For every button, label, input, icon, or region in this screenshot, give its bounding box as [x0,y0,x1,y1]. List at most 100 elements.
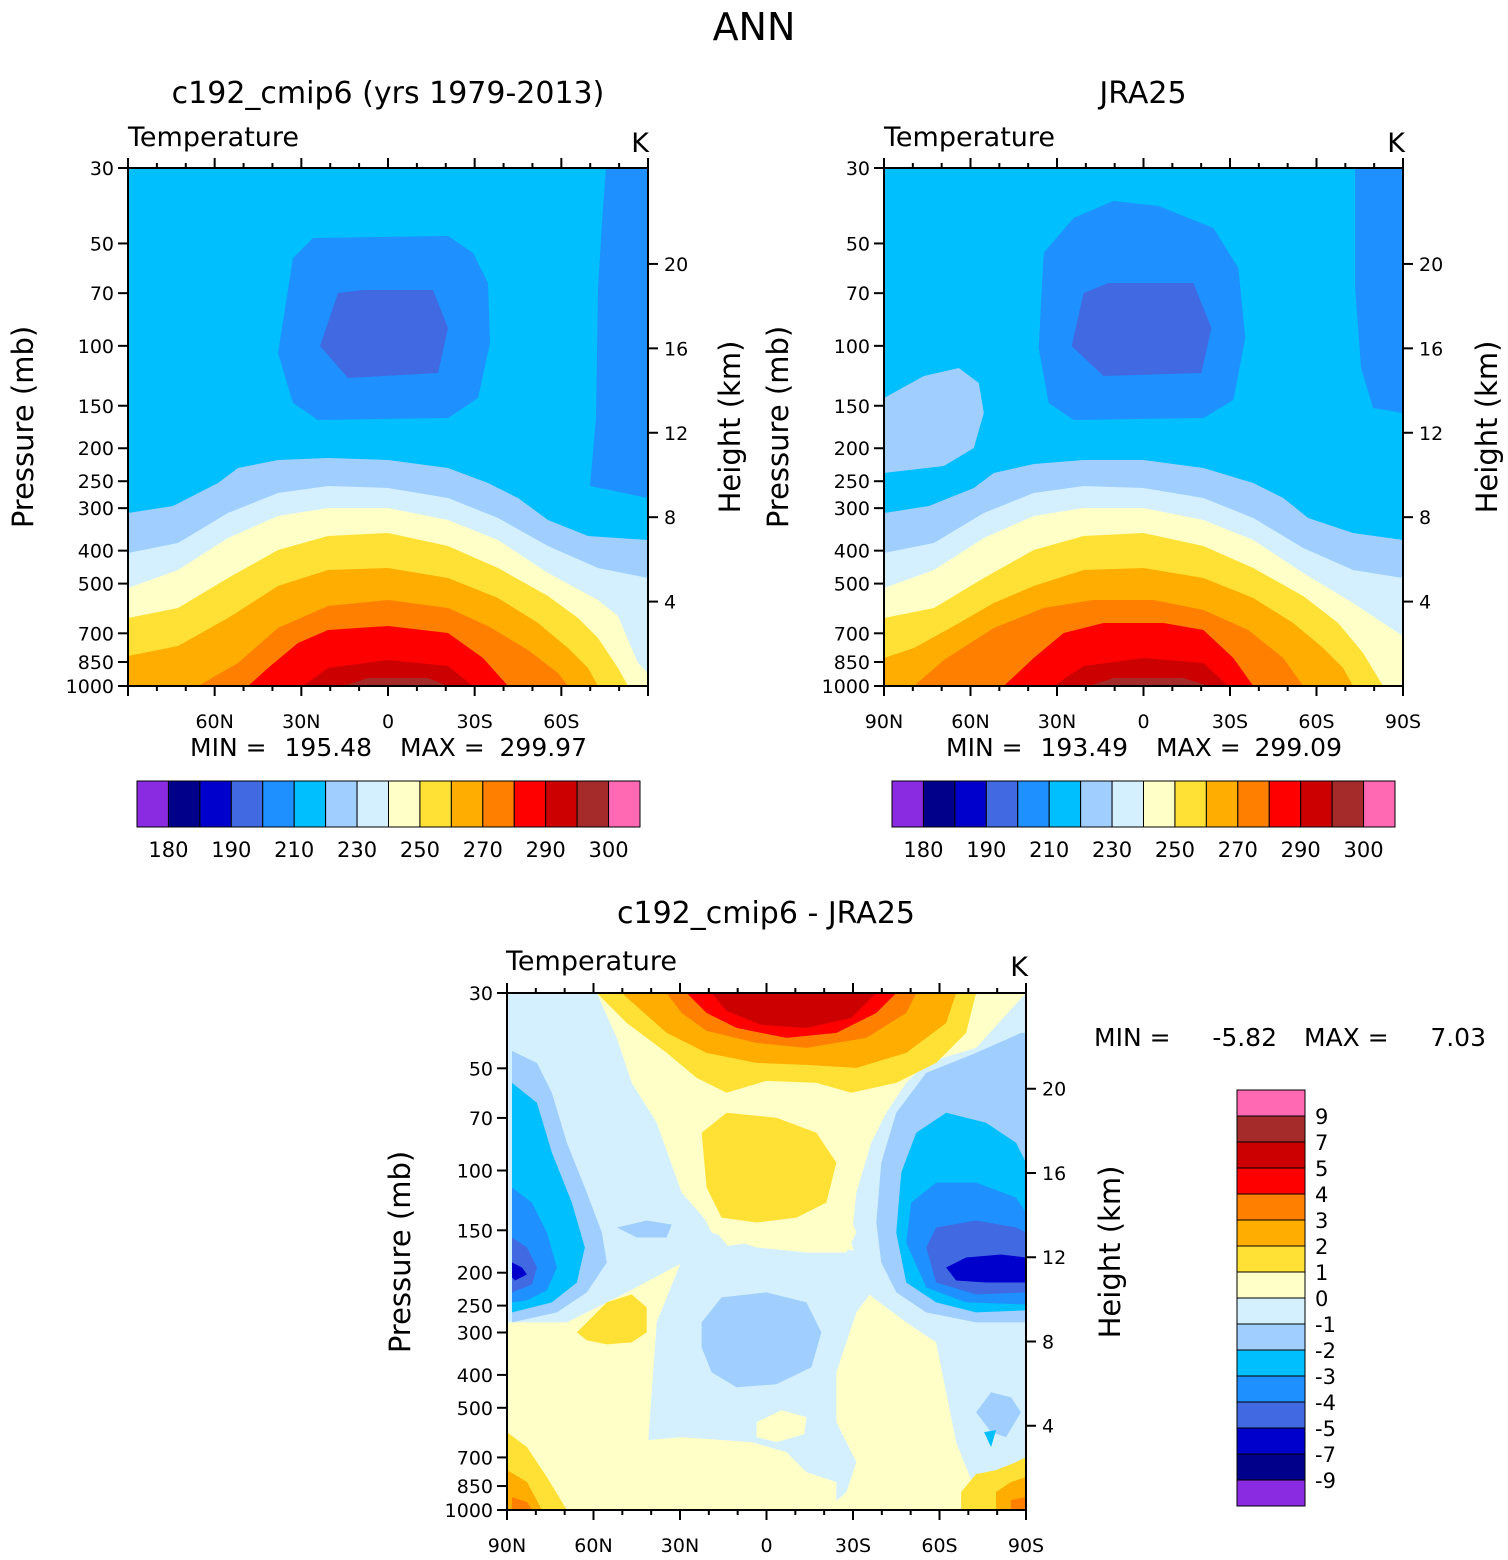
t-level-210-north [1355,168,1403,413]
t-level-240-south [884,368,984,473]
x-tick-label: 30N [661,1535,699,1557]
colorbar-swatch [1236,1479,1306,1507]
y-tick-label: 150 [457,1220,493,1242]
y2-tick-label: 8 [1042,1331,1054,1353]
colorbar-swatch [1080,780,1113,828]
y-tick-label: 150 [834,396,870,418]
obs-y-axis-label: Pressure (mb) [761,326,795,528]
diff-max-label: MAX = [1304,1023,1389,1052]
y-tick-label: 700 [78,623,114,645]
x-tick-label: 60N [574,1535,612,1557]
y-tick-label: 250 [834,471,870,493]
colorbar-label: 3 [1315,1209,1328,1233]
colorbar-swatch [954,780,987,828]
colorbar-swatch [325,780,358,828]
x-tick-label: 30N [282,711,320,733]
d-level-neg2-low-right [976,1392,1022,1438]
colorbar-swatch [482,780,515,828]
y2-tick-label: 20 [1419,254,1443,276]
colorbar-label: -4 [1315,1391,1336,1415]
y-tick-label: 250 [78,471,114,493]
t-level-200 [320,290,448,378]
obs-units-label: K [1387,128,1406,159]
x-tick-label: 60S [1298,711,1334,733]
y-tick-label: 100 [457,1161,493,1183]
x-tick-label: 30N [1038,711,1076,733]
x-tick-label: 0 [760,1535,772,1557]
model-min-label: MIN = [190,733,267,762]
y-tick-label: 100 [834,336,870,358]
y-tick-label: 1000 [822,676,870,698]
y-tick-label: 300 [78,498,114,520]
obs-y2-axis-label: Height (km) [1470,341,1504,514]
colorbar-swatch [419,780,452,828]
obs-variable-label: Temperature [883,122,1055,153]
y-tick-label: 400 [834,541,870,563]
colorbar-swatch [1236,1453,1306,1481]
figure-suptitle: ANN [713,5,796,49]
y2-tick-label: 20 [1042,1079,1066,1101]
y-tick-label: 200 [457,1263,493,1285]
model-min-value: 195.48 [285,733,372,762]
colorbar-label: 190 [966,838,1006,862]
colorbar-label: 180 [148,838,188,862]
x-tick-label: 90S [1008,1535,1044,1557]
colorbar-swatch [608,780,641,828]
diff-title: c192_cmip6 - JRA25 [617,896,915,931]
colorbar-swatch [1236,1297,1306,1325]
d-level-7-top [711,993,877,1028]
y-tick-label: 500 [834,574,870,596]
colorbar-label: 230 [1092,838,1132,862]
colorbar-swatch [1111,780,1144,828]
colorbar-label: 4 [1315,1183,1328,1207]
colorbar-label: -3 [1315,1365,1336,1389]
colorbar-label: -9 [1315,1469,1336,1493]
y2-tick-label: 12 [664,423,688,445]
x-tick-label: 30S [1212,711,1248,733]
d-level-1-low-center [756,1410,807,1443]
colorbar-label: 5 [1315,1157,1328,1181]
d-level-4-low-right [1011,1497,1026,1510]
model-max-label: MAX = [400,733,485,762]
y2-tick-label: 12 [1419,423,1443,445]
colorbar-label: 0 [1315,1287,1328,1311]
d-level-neg1-left [616,1220,672,1238]
y2-tick-label: 4 [664,592,676,614]
y-tick-label: 300 [834,498,870,520]
y-tick-label: 70 [846,283,870,305]
y2-tick-label: 12 [1042,1247,1066,1269]
y-tick-label: 850 [457,1476,493,1498]
t-level-200 [1071,283,1212,376]
colorbar-swatch [1236,1167,1306,1195]
y-tick-label: 200 [78,438,114,460]
colorbar-swatch [1048,780,1082,828]
d-level-neg7-north [511,1262,527,1281]
colorbar-label: 1 [1315,1261,1328,1285]
diff-contour-plot [507,993,1026,1510]
colorbar-swatch [1363,780,1396,828]
colorbar-swatch [1331,780,1365,828]
y-tick-label: 30 [90,158,114,180]
d-level-2-mid [701,1112,837,1223]
y-tick-label: 30 [469,983,493,1005]
colorbar-swatch [513,780,547,828]
y-tick-label: 70 [90,283,114,305]
y2-tick-label: 20 [664,254,688,276]
colorbar-label: 9 [1315,1105,1328,1129]
colorbar-swatch [922,780,956,828]
y-tick-label: 500 [78,574,114,596]
colorbar-label: 2 [1315,1235,1328,1259]
y-tick-label: 250 [457,1296,493,1318]
y-tick-label: 850 [834,652,870,674]
x-tick-label: 90S [1385,711,1421,733]
obs-title: JRA25 [1097,76,1186,111]
y2-tick-label: 4 [1042,1416,1054,1438]
obs-colorbar: 180 190 210 230 250 270 290 300 [891,780,1396,862]
y-tick-label: 70 [469,1108,493,1130]
colorbar-swatch [1268,780,1302,828]
colorbar-label: 250 [400,838,440,862]
y-tick-label: 500 [457,1398,493,1420]
model-units-label: K [631,128,650,159]
d-level-neg7-south [946,1254,1026,1283]
